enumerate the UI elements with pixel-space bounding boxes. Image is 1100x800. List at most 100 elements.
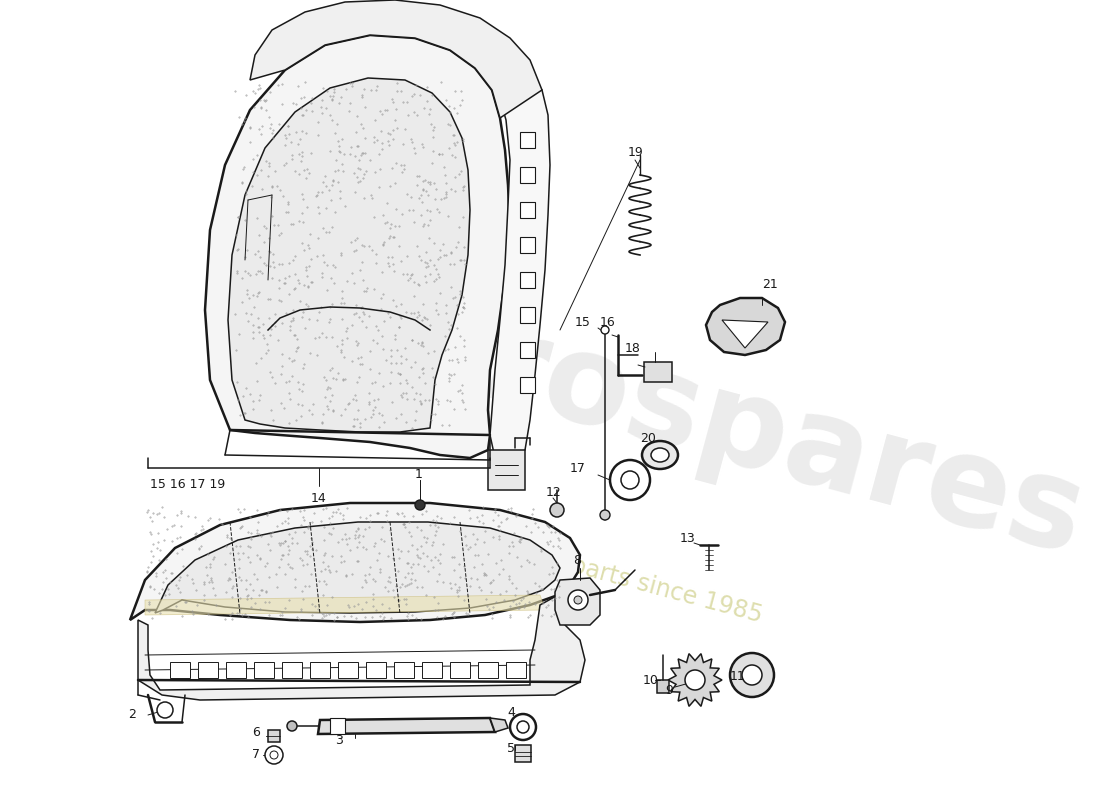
Point	[356, 132, 374, 145]
Point	[248, 573, 265, 586]
Point	[414, 336, 431, 349]
Point	[330, 134, 348, 147]
Point	[399, 557, 417, 570]
Point	[318, 330, 336, 343]
Point	[142, 581, 160, 594]
Point	[455, 253, 473, 266]
Point	[374, 288, 392, 301]
Point	[283, 135, 300, 148]
Point	[255, 94, 273, 107]
Point	[392, 377, 409, 390]
Point	[295, 90, 312, 103]
Point	[403, 269, 420, 282]
Point	[459, 542, 476, 555]
Point	[384, 258, 402, 270]
Point	[406, 290, 424, 303]
Point	[157, 571, 175, 584]
Point	[431, 548, 449, 561]
Point	[418, 531, 436, 544]
Point	[294, 125, 311, 138]
Point	[333, 164, 351, 177]
Point	[144, 514, 162, 527]
Point	[507, 598, 525, 610]
Point	[452, 85, 470, 98]
Point	[368, 337, 386, 350]
Point	[455, 594, 473, 607]
Point	[409, 550, 427, 563]
Point	[219, 574, 236, 587]
Point	[150, 536, 167, 549]
Text: 15 16 17 19: 15 16 17 19	[150, 478, 226, 490]
Point	[334, 512, 352, 525]
Point	[468, 573, 485, 586]
Point	[454, 300, 472, 313]
Point	[454, 132, 472, 145]
Circle shape	[601, 326, 609, 334]
Text: a passion for parts since 1985: a passion for parts since 1985	[415, 512, 766, 628]
Point	[396, 579, 414, 592]
Point	[195, 576, 212, 589]
Point	[386, 333, 404, 346]
Point	[322, 362, 340, 374]
Circle shape	[415, 500, 425, 510]
Circle shape	[157, 702, 173, 718]
Point	[442, 246, 460, 259]
Point	[241, 510, 258, 523]
Point	[292, 92, 309, 105]
Point	[428, 296, 446, 309]
Point	[316, 370, 333, 383]
Point	[520, 596, 538, 609]
Point	[306, 600, 323, 613]
Point	[321, 313, 339, 326]
Point	[304, 104, 321, 117]
Point	[218, 530, 235, 543]
Polygon shape	[722, 320, 768, 348]
Point	[349, 375, 366, 388]
Point	[306, 331, 323, 344]
Point	[155, 534, 173, 546]
Point	[376, 217, 394, 230]
Point	[251, 78, 268, 91]
Point	[400, 526, 418, 538]
Point	[367, 319, 385, 332]
Point	[337, 325, 354, 338]
Point	[249, 211, 266, 224]
Point	[381, 570, 398, 583]
Point	[402, 530, 419, 542]
Point	[252, 102, 270, 114]
Point	[399, 567, 417, 580]
Point	[304, 598, 321, 610]
Point	[348, 298, 365, 311]
Point	[418, 550, 436, 562]
Point	[408, 520, 426, 533]
Point	[437, 93, 454, 106]
Polygon shape	[226, 662, 246, 678]
Point	[376, 581, 394, 594]
Point	[444, 292, 462, 305]
Point	[273, 548, 290, 561]
Point	[312, 514, 330, 527]
Point	[542, 526, 560, 538]
Point	[323, 93, 341, 106]
Point	[310, 331, 328, 344]
Point	[540, 568, 558, 581]
Point	[430, 148, 448, 161]
Point	[251, 250, 268, 263]
Point	[448, 241, 465, 254]
Point	[509, 597, 527, 610]
Point	[475, 567, 493, 580]
Point	[261, 544, 278, 557]
Point	[276, 139, 294, 152]
Point	[484, 574, 502, 586]
Point	[290, 277, 308, 290]
Point	[497, 512, 515, 525]
Point	[285, 354, 303, 366]
Point	[512, 536, 529, 549]
Point	[441, 394, 459, 407]
Point	[366, 401, 384, 414]
Point	[270, 229, 287, 242]
Point	[233, 272, 251, 285]
Point	[295, 243, 312, 256]
Point	[440, 142, 458, 154]
Point	[345, 308, 363, 321]
